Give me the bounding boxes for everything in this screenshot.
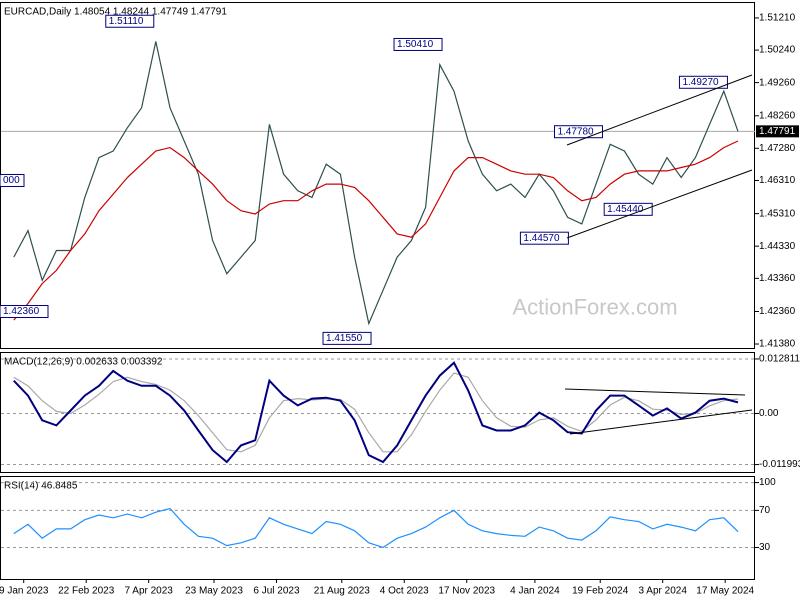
annotation-box (393, 37, 443, 51)
annotation-label: 1.45440 (607, 204, 644, 215)
watermark: ActionForex.com (512, 295, 677, 320)
annotation-label: 000 (3, 175, 20, 186)
annotation-label: 1.51110 (109, 16, 144, 27)
x-tick-label: 9 Jan 2023 (0, 586, 49, 597)
macd-panel (0, 352, 755, 473)
rsi-panel (0, 476, 755, 580)
macd-trend-upper (564, 388, 746, 396)
annotation-box (519, 231, 569, 245)
y-tick-label: 1.49260 (759, 77, 796, 88)
y-tick-label: 1.45310 (759, 208, 796, 219)
x-tick-label: 22 Feb 2023 (58, 586, 115, 597)
macd-trend-lower (569, 409, 753, 435)
x-tick-label: 23 May 2023 (185, 586, 243, 597)
y-tick-label: 30 (759, 542, 771, 553)
annotation-box (105, 14, 155, 28)
panel-title: MACD(12,26,9) 0.002633 0.003392 (4, 357, 163, 368)
panel-title: EURCAD,Daily 1.48054 1.48244 1.47749 1.4… (4, 7, 227, 18)
x-tick-label: 3 Apr 2024 (639, 586, 688, 597)
x-tick-label: 17 May 2024 (696, 586, 754, 597)
annotation-box (0, 173, 25, 187)
annotation-label: 1.50410 (397, 39, 434, 50)
y-tick-label: 100 (759, 477, 776, 488)
y-tick-label: 1.51210 (759, 13, 796, 24)
x-tick-label: 19 Feb 2024 (572, 586, 629, 597)
plot-layer: EURCAD,Daily 1.48054 1.48244 1.47749 1.4… (0, 7, 800, 597)
last-price-label: 1.47791 (759, 126, 796, 137)
annotation-box (322, 331, 372, 345)
y-tick-label: 70 (759, 505, 771, 516)
annotation-label: 1.42360 (3, 306, 40, 317)
series-line (13, 140, 739, 321)
annotation-box (0, 305, 49, 319)
y-tick-label: 1.48260 (759, 110, 796, 121)
series-line (13, 41, 739, 326)
annotation-box (678, 75, 728, 89)
y-tick-label: -0.011993 (759, 459, 800, 470)
annotation-label: 1.49270 (682, 77, 719, 88)
y-tick-label: 0.00 (759, 408, 779, 419)
x-tick-label: 17 Nov 2023 (438, 586, 495, 597)
y-tick-label: 1.43360 (759, 273, 796, 284)
price-panel (0, 2, 755, 349)
series-line (13, 372, 739, 453)
y-tick-label: 1.42360 (759, 306, 796, 317)
series-line (13, 361, 739, 464)
x-tick-label: 6 Jul 2023 (253, 586, 300, 597)
y-tick-label: 0.012811 (759, 354, 800, 365)
y-tick-label: 1.41380 (759, 339, 796, 350)
panel-title: RSI(14) 46.8485 (4, 481, 78, 492)
x-tick-label: 7 Apr 2023 (124, 586, 173, 597)
last-price-box (756, 125, 799, 138)
x-tick-label: 4 Jan 2024 (510, 586, 560, 597)
annotation-label: 1.41550 (326, 333, 363, 344)
channel-lower (566, 169, 753, 239)
x-tick-label: 4 Oct 2023 (380, 586, 429, 597)
y-tick-label: 1.50240 (759, 45, 796, 56)
annotation-label: 1.47780 (557, 126, 594, 137)
annotation-label: 1.44570 (523, 233, 560, 244)
y-tick-label: 1.46310 (759, 175, 796, 186)
y-tick-label: 1.44330 (759, 241, 796, 252)
x-tick-label: 21 Aug 2023 (314, 586, 371, 597)
series-line (13, 507, 739, 549)
channel-upper (566, 74, 753, 146)
y-tick-label: 1.47280 (759, 143, 796, 154)
